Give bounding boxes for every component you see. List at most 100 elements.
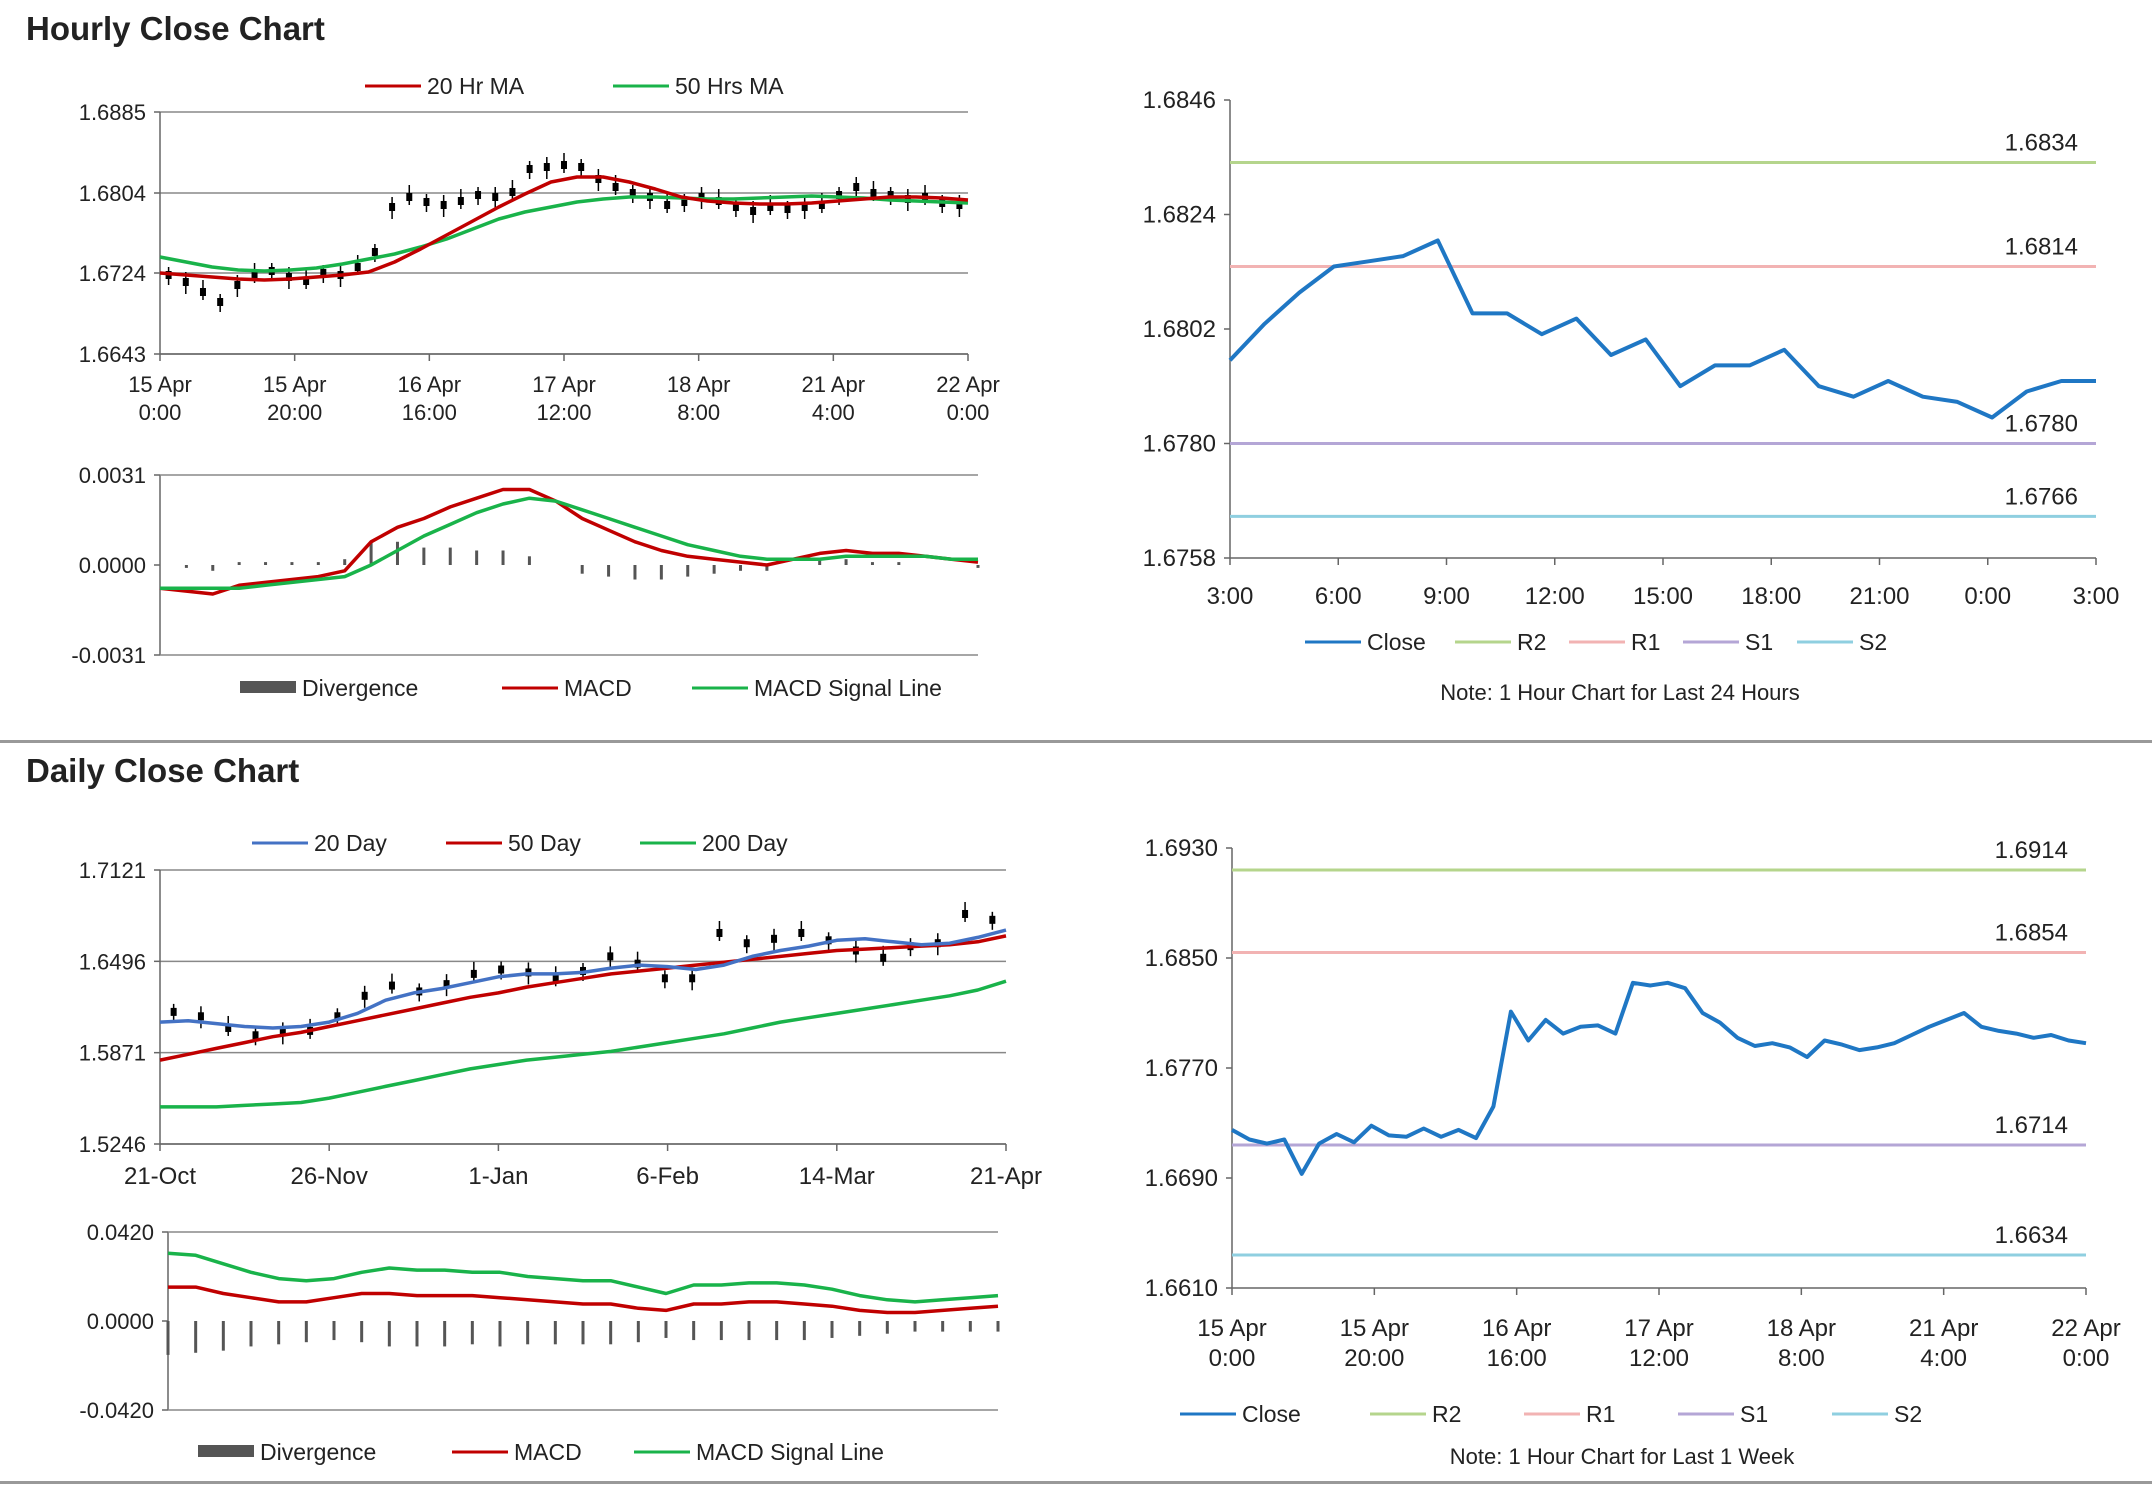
daily-price-candle-body	[798, 928, 805, 937]
hourly-price-x-tick-label: 20:00	[267, 400, 322, 425]
hourly-price-candle-body	[509, 188, 516, 196]
daily-week-tick-label: 1.6690	[1145, 1165, 1218, 1192]
hourly-price-candle-body	[870, 189, 877, 197]
daily-price-candle-body	[443, 980, 450, 989]
hourly-macd-tick-label: 0.0000	[79, 553, 146, 578]
daily-macd-tick-label: 0.0420	[87, 1220, 154, 1245]
daily-week-x-tick-label: 12:00	[1629, 1345, 1689, 1372]
daily-macd-signal-line	[167, 1251, 999, 1304]
daily-macd-legend-swatch	[198, 1445, 254, 1457]
daily-price-x-tick-label: 21-Oct	[124, 1163, 196, 1190]
daily-price-candle-body	[225, 1023, 232, 1032]
hourly-price-candle-body	[217, 298, 224, 306]
hourly-24h-legend-label: S1	[1745, 629, 1773, 655]
hourly-24h-x-tick-label: 15:00	[1633, 583, 1693, 610]
daily-week-x-tick-label: 20:00	[1344, 1345, 1404, 1372]
daily-price-tick-label: 1.7121	[79, 858, 146, 883]
hourly-price-x-tick-label: 12:00	[536, 400, 591, 425]
daily-macd-tick-label: 0.0000	[87, 1309, 154, 1334]
hourly-macd-legend-label: MACD Signal Line	[754, 675, 942, 701]
daily-week-x-tick-label: 21 Apr	[1909, 1315, 1978, 1342]
daily-week-tick-label: 1.6610	[1145, 1275, 1218, 1302]
daily-20-day-line	[159, 928, 1007, 1030]
hourly-price-candle-body	[853, 183, 860, 191]
daily-price-tick-label: 1.6496	[79, 949, 146, 974]
daily-price-candle-body	[470, 969, 477, 978]
daily-macd-tick-label: -0.0420	[79, 1398, 154, 1423]
hourly-price-x-tick-label: 16 Apr	[398, 372, 462, 397]
hourly-price-candle-body	[750, 207, 757, 215]
daily-week-tick-label: 1.6770	[1145, 1055, 1218, 1082]
hourly-price-candle-body	[423, 198, 430, 206]
daily-section-title: Daily Close Chart	[26, 752, 300, 789]
hourly-price-x-tick-label: 15 Apr	[128, 372, 192, 397]
hourly-macd-legend-label: MACD	[564, 675, 632, 701]
hourly-price-candle-body	[767, 203, 774, 211]
hourly-price-candle-body	[251, 271, 258, 279]
daily-week-legend-label: Close	[1242, 1401, 1301, 1427]
hourly-price-candle-body	[457, 197, 464, 205]
hourly-price-x-tick-label: 16:00	[402, 400, 457, 425]
hourly-price-candle-body	[698, 193, 705, 201]
daily-week-x-tick-label: 4:00	[1920, 1345, 1967, 1372]
hourly-price-tick-label: 1.6643	[79, 342, 146, 367]
hourly-24h-tick-label: 1.6846	[1143, 87, 1216, 114]
hourly-24h-close-line	[1228, 238, 2096, 420]
bottom-divider	[0, 1481, 2152, 1484]
hourly-price-x-tick-label: 15 Apr	[263, 372, 327, 397]
hourly-section-title: Hourly Close Chart	[26, 10, 325, 47]
daily-price-legend-label: 200 Day	[702, 830, 788, 856]
hourly-price-candle-body	[801, 203, 808, 211]
daily-week-x-tick-label: 0:00	[2063, 1345, 2110, 1372]
daily-macd-legend-label: Divergence	[260, 1439, 376, 1465]
hourly-24h-tick-label: 1.6802	[1143, 316, 1216, 343]
daily-week-level-label-r2: 1.6914	[1995, 837, 2068, 864]
daily-200-day-line	[160, 979, 1007, 1109]
daily-price-candle-body	[880, 953, 887, 962]
hourly-24h-tick-label: 1.6824	[1143, 202, 1216, 229]
daily-week-tick-label: 1.6930	[1145, 835, 1218, 862]
hourly-price-candle-body	[285, 273, 292, 281]
hourly-price-x-tick-label: 17 Apr	[532, 372, 596, 397]
hourly-macd-legend-swatch	[240, 681, 296, 693]
daily-price-candle-body	[170, 1007, 177, 1016]
daily-week-x-tick-label: 18 Apr	[1767, 1315, 1836, 1342]
hourly-24h-legend-label: S2	[1859, 629, 1887, 655]
hourly-price-tick-label: 1.6885	[79, 100, 146, 125]
hourly-price-candle-body	[818, 201, 825, 209]
hourly-price-candle-body	[492, 193, 499, 201]
daily-price-legend-label: 20 Day	[314, 830, 387, 856]
hourly-price-candle-body	[475, 191, 482, 199]
daily-price-x-tick-label: 26-Nov	[291, 1163, 368, 1190]
daily-week-x-tick-label: 15 Apr	[1197, 1315, 1266, 1342]
hourly-price-candle-body	[389, 203, 396, 211]
daily-week-x-tick-label: 16 Apr	[1482, 1315, 1551, 1342]
hourly-24h-tick-label: 1.6780	[1143, 431, 1216, 458]
daily-price-candle-body	[388, 981, 395, 990]
hourly-price-candle-body	[543, 163, 550, 171]
hourly-macd-signal-line	[160, 496, 978, 590]
hourly-price-x-tick-label: 0:00	[947, 400, 990, 425]
daily-week-x-tick-label: 0:00	[1209, 1345, 1256, 1372]
hourly-price-candle-body	[595, 175, 602, 183]
daily-week-level-label-s1: 1.6714	[1995, 1112, 2068, 1139]
hourly-price-x-tick-label: 21 Apr	[802, 372, 866, 397]
daily-price-candle-body	[252, 1031, 259, 1040]
hourly-macd-legend-label: Divergence	[302, 675, 418, 701]
daily-50-day-line	[159, 934, 1007, 1062]
hourly-price-candle-body	[406, 193, 413, 201]
daily-week-close-line	[1231, 980, 2087, 1176]
hourly-price-candle-body	[887, 191, 894, 199]
daily-macd-legend-label: MACD	[514, 1439, 582, 1465]
hourly-24h-level-label-s2: 1.6766	[2005, 483, 2078, 510]
hourly-macd-tick-label: -0.0031	[71, 643, 146, 668]
daily-week-legend-label: R2	[1432, 1401, 1461, 1427]
hourly-price-tick-label: 1.6804	[79, 181, 146, 206]
hourly-24h-level-label-r2: 1.6834	[2005, 129, 2078, 156]
daily-week-note: Note: 1 Hour Chart for Last 1 Week	[1450, 1444, 1795, 1469]
hourly-24h-legend-label: Close	[1367, 629, 1426, 655]
daily-week-x-tick-label: 8:00	[1778, 1345, 1825, 1372]
daily-week-legend-label: S2	[1894, 1401, 1922, 1427]
hourly-macd-tick-label: 0.0031	[79, 463, 146, 488]
